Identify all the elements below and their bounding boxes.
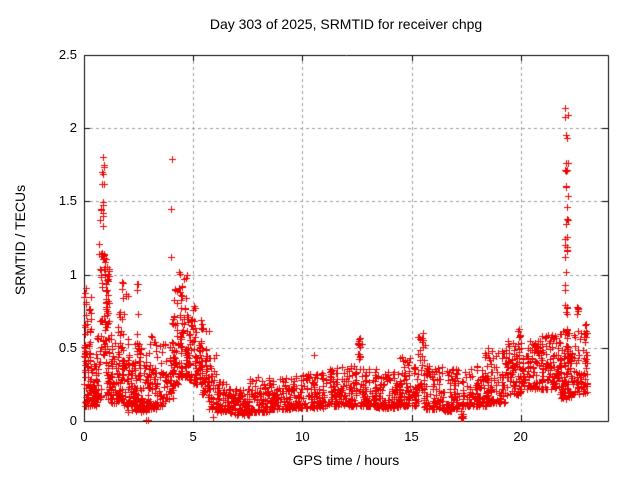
y-axis-label: SRMTID / TECUs xyxy=(12,184,28,296)
x-tick-label: 0 xyxy=(80,429,88,444)
chart-title: Day 303 of 2025, SRMTID for receiver chp… xyxy=(209,16,483,32)
x-axis-label: GPS time / hours xyxy=(292,452,400,468)
x-tick-label: 5 xyxy=(189,429,197,444)
y-tick-label: 0.5 xyxy=(58,339,77,355)
y-tick-label: 2.5 xyxy=(58,47,77,62)
y-tick-label: 0 xyxy=(69,413,77,428)
y-tick-label: 1.5 xyxy=(58,193,77,209)
x-tick-label: 15 xyxy=(404,429,419,444)
x-tick-label: 10 xyxy=(295,429,310,444)
x-tick-label: 20 xyxy=(513,429,528,444)
y-tick-label: 2 xyxy=(69,120,77,136)
y-tick-label: 1 xyxy=(69,266,77,282)
